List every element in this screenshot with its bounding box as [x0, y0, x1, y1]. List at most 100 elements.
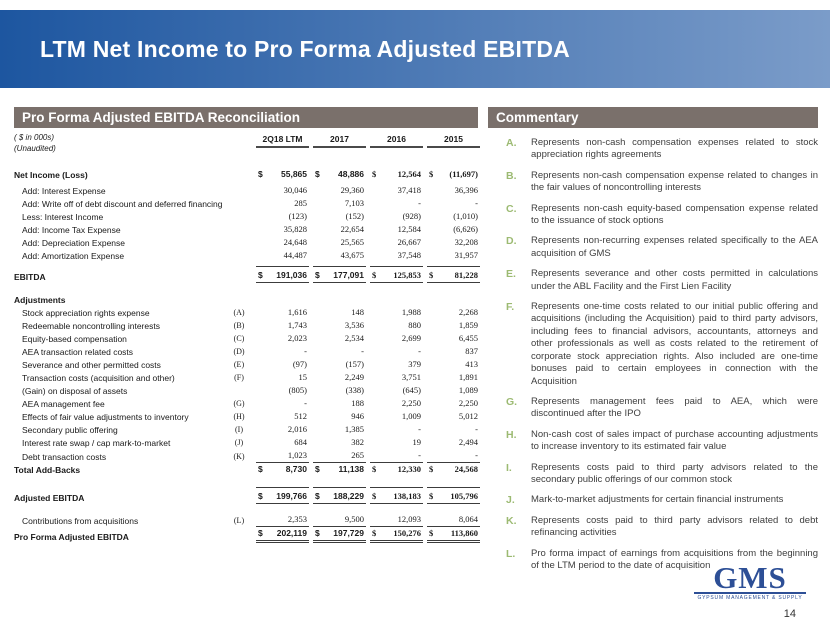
commentary-text: Represents non-recurring expenses relate… — [531, 235, 818, 259]
row-value: 2,353 — [256, 513, 309, 527]
commentary-item: A. Represents non-cash compensation expen… — [506, 137, 818, 162]
commentary-item: B. Represents non-cash compensation expen… — [506, 170, 818, 195]
row-value: 1,089 — [458, 384, 478, 395]
table-row: Secondary public offering (I) 2,016 1,385 - - — [14, 423, 478, 436]
row-value: $81,228 — [427, 266, 480, 283]
commentary-header: Commentary — [488, 107, 818, 128]
row-label: EBITDA — [14, 272, 46, 282]
table-row: Contributions from acquisitions (L) 2,353 9… — [14, 513, 480, 527]
table-row: Effects of fair value adjustments to inv… — [14, 410, 478, 423]
table-row: Severance and other permitted costs (E) (9… — [14, 358, 478, 371]
row-label: Add: Income Tax Expense — [22, 225, 121, 235]
row-value: 1,385 — [344, 423, 364, 434]
row-value: $125,853 — [370, 266, 423, 283]
row-value: 1,743 — [287, 319, 307, 330]
unaudited-note: (Unaudited) — [14, 144, 56, 153]
row-value: (645) — [402, 384, 421, 395]
row-letter: (H) — [233, 411, 245, 421]
row-value: 9,500 — [313, 513, 366, 527]
row-value: 15 — [298, 371, 308, 382]
row-value: $48,886 — [315, 169, 364, 179]
row-label: Add: Write off of debt discount and defe… — [22, 199, 222, 209]
page-title: LTM Net Income to Pro Forma Adjusted EBI… — [40, 35, 570, 62]
row-label: (Gain) on disposal of assets — [22, 385, 128, 396]
commentary-letter: C. — [506, 202, 517, 215]
row-value: 12,093 — [370, 513, 423, 527]
dollar-sign: $ — [429, 463, 434, 474]
row-label: Secondary public offering — [22, 424, 118, 435]
commentary-item: J. Mark-to-market adjustments for certain… — [506, 494, 818, 506]
row-value: 2,249 — [344, 371, 364, 382]
page-number: 14 — [783, 608, 796, 620]
commentary-item: C. Represents non-cash equity-based compe… — [506, 203, 818, 228]
commentary-letter: I. — [506, 461, 512, 474]
commentary-text: Mark-to-market adjustments for certain f… — [531, 494, 784, 506]
row-value: $ (11,697) — [429, 169, 478, 179]
commentary-item: G. Represents management fees paid to AEA… — [506, 396, 818, 421]
row-value: 7,103 — [344, 198, 364, 208]
row-value: 2,494 — [458, 436, 478, 447]
row-letter: (K) — [233, 451, 245, 461]
row-label: Interest rate swap / cap mark-to-market — [22, 437, 171, 448]
row-value: 25,565 — [340, 237, 364, 247]
row-value: 36,396 — [454, 185, 478, 195]
table-row: EBITDA $191,036 $177,091 $125,853 $81,228 — [14, 266, 480, 283]
row-value: 1,616 — [287, 306, 307, 317]
table-notes: ( $ in 000s) (Unaudited) — [14, 132, 222, 154]
row-label: Effects of fair value adjustments to inv… — [22, 411, 189, 422]
row-value: (805) — [288, 384, 307, 395]
row-label: Equity-based compensation — [22, 333, 127, 344]
row-value: - — [370, 449, 423, 463]
dollar-sign: $ — [315, 270, 320, 280]
commentary-text: Pro forma impact of earnings from acquis… — [531, 547, 818, 571]
row-value: 946 — [351, 410, 364, 421]
table-row: Add: Income Tax Expense 35,828 22,654 12,58… — [14, 223, 478, 236]
row-label: Net Income (Loss) — [14, 170, 88, 180]
table-column-headers: ( $ in 000s) (Unaudited) 2Q18 LTM 2017 201… — [14, 132, 480, 154]
row-label: Severance and other permitted costs — [22, 359, 161, 370]
row-value: 2,534 — [344, 332, 364, 343]
commentary-text: Represents non-cash equity-based compens… — [531, 202, 818, 227]
title-banner: LTM Net Income to Pro Forma Adjusted EBI… — [0, 10, 830, 88]
row-value: 24,648 — [283, 237, 307, 247]
row-letter: (J) — [234, 437, 244, 447]
gms-logo-subtext: GYPSUM MANAGEMENT & SUPPLY — [697, 595, 803, 601]
dollar-sign: $ — [315, 490, 320, 501]
row-value: 265 — [313, 449, 366, 463]
commentary-letter: D. — [506, 235, 517, 248]
row-label: Adjustments — [14, 294, 66, 305]
table-row: Add: Interest Expense 30,046 29,360 37,418 3… — [14, 184, 478, 197]
row-value: - — [418, 198, 421, 208]
dollar-sign: $ — [429, 490, 434, 501]
table-row: Add: Depreciation Expense 24,648 25,565 26,… — [14, 236, 478, 249]
row-value: $197,729 — [313, 527, 366, 543]
dollar-sign: $ — [429, 169, 434, 179]
row-value: $199,766 — [256, 486, 309, 504]
row-value: $150,276 — [370, 527, 423, 543]
row-value: 2,023 — [287, 332, 307, 343]
commentary-letter: K. — [506, 514, 517, 527]
commentary-text: Represents costs paid to third party adv… — [531, 514, 818, 539]
row-value: 379 — [408, 358, 421, 369]
commentary-letter: E. — [506, 268, 516, 281]
table-row: Add: Write off of debt discount and defe… — [14, 197, 478, 210]
row-value: 30,046 — [283, 185, 307, 195]
row-letter: (I) — [235, 424, 243, 434]
row-value: 1,023 — [256, 449, 309, 463]
dollar-sign: $ — [372, 527, 377, 538]
dollar-sign: $ — [372, 463, 377, 474]
commentary-text: Represents severance and other costs per… — [531, 268, 818, 292]
dollar-sign: $ — [258, 527, 263, 538]
row-value: 2,250 — [458, 397, 478, 408]
commentary-item: F. Represents one-time costs related to o… — [506, 301, 818, 388]
table-spacer — [14, 476, 478, 487]
row-value: $55,865 — [258, 169, 307, 179]
row-label: Stock appreciation rights expense — [22, 307, 150, 318]
table-row: Stock appreciation rights expense (A) 1,61… — [14, 306, 478, 319]
row-value: 31,957 — [454, 250, 478, 260]
row-label: Total Add-Backs — [14, 464, 81, 475]
row-value: $202,119 — [256, 527, 309, 543]
row-value: 29,360 — [340, 185, 364, 195]
table-row: Debt transaction costs (K) 1,023 265- - — [14, 449, 480, 463]
dollar-sign: $ — [258, 270, 263, 280]
